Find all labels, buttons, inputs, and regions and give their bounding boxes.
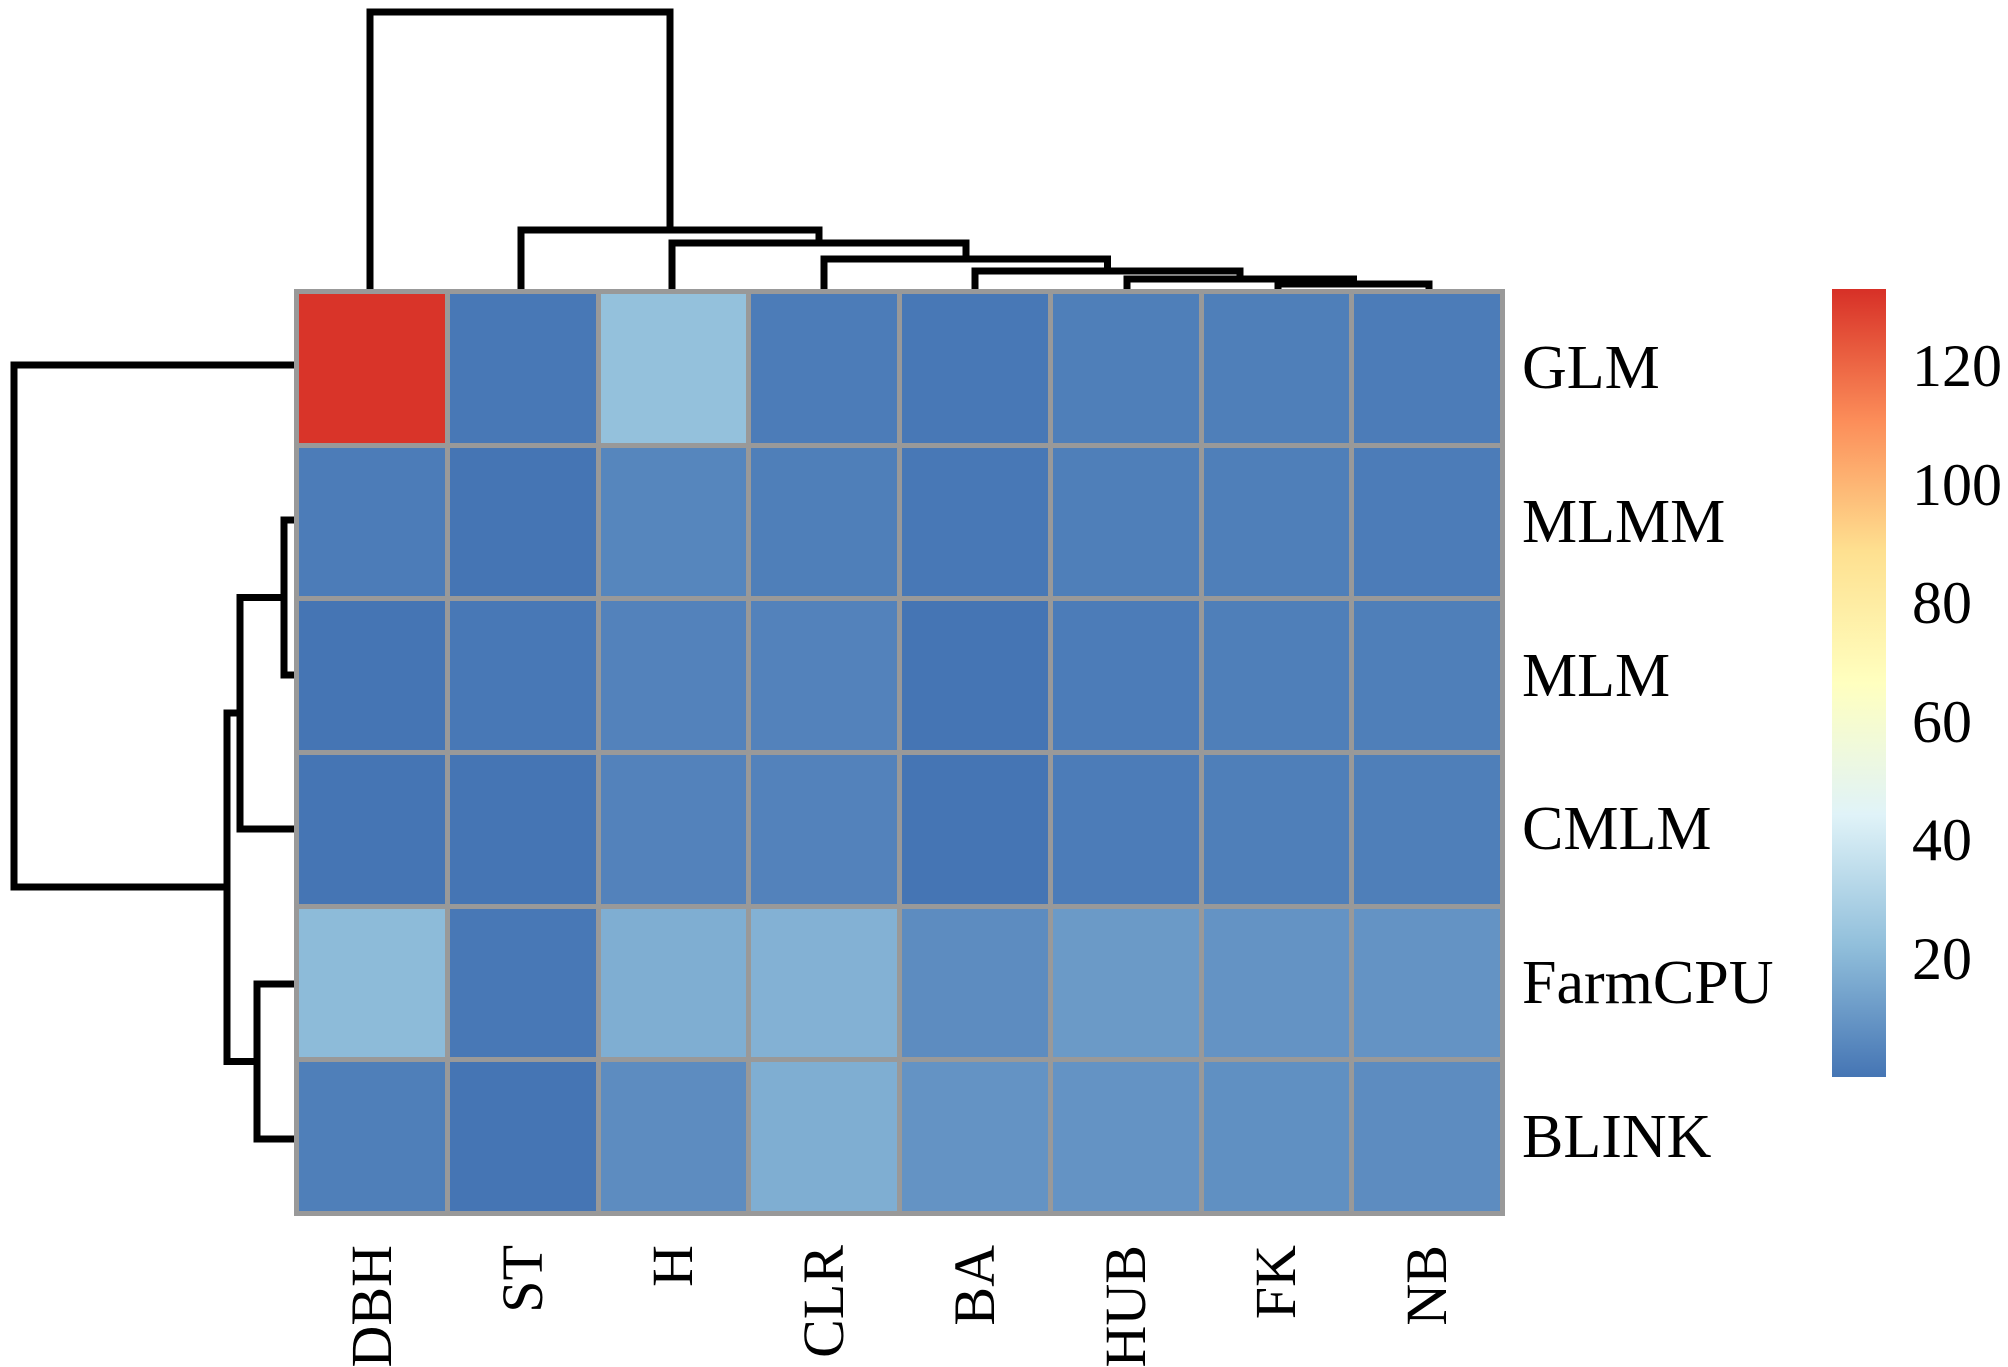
heatmap-cell <box>1354 1062 1500 1211</box>
column-label: NB <box>1394 1245 1460 1326</box>
legend-tick-label: 40 <box>1912 807 1972 873</box>
heatmap-cell <box>1203 1062 1350 1211</box>
legend-tick-label: 120 <box>1912 333 2002 400</box>
heatmap-cell <box>1354 447 1500 597</box>
heatmap-cell <box>751 755 897 904</box>
heatmap-cell <box>1203 601 1350 750</box>
heatmap-cell <box>1354 294 1500 443</box>
heatmap-cell <box>600 294 747 443</box>
heatmap-cell <box>1354 755 1500 904</box>
heatmap-cell <box>1052 601 1199 750</box>
heatmap-cell <box>1354 908 1500 1058</box>
column-label: DBH <box>338 1245 404 1367</box>
heatmap-cell <box>449 1062 596 1211</box>
legend-tick-label: 20 <box>1912 925 1972 992</box>
dendrogram-branch <box>820 255 1111 289</box>
legend-tick-label: 100 <box>1912 451 2002 518</box>
heatmap-cell <box>902 755 1048 904</box>
dendrogram-branch <box>10 361 294 891</box>
dendrogram-branch <box>668 239 970 289</box>
heatmap-cell <box>902 294 1048 443</box>
dendrogram-branch <box>223 709 257 1065</box>
heatmap-cell <box>902 908 1048 1058</box>
heatmap-cell <box>1052 908 1199 1058</box>
column-label: HUB <box>1092 1245 1158 1367</box>
dendrogram-branch <box>971 267 1244 289</box>
column-label: ST <box>489 1245 555 1313</box>
heatmap-cell <box>1203 447 1350 597</box>
heatmap-cell <box>902 447 1048 597</box>
dendrogram-branch <box>253 980 294 1143</box>
heatmap-cell <box>299 755 445 904</box>
heatmap-cell <box>299 601 445 750</box>
heatmap-cell <box>1052 1062 1199 1211</box>
row-label: FarmCPU <box>1522 949 1774 1017</box>
dendrogram-branch <box>280 516 294 679</box>
heatmap-cell <box>600 755 747 904</box>
heatmap-cell <box>1203 294 1350 443</box>
heatmap-cell <box>299 294 445 443</box>
column-label: FK <box>1243 1245 1309 1320</box>
column-dendrogram <box>366 8 1433 289</box>
row-label: MLM <box>1522 641 1671 710</box>
row-dendrogram <box>10 361 294 1143</box>
row-label: BLINK <box>1522 1102 1712 1171</box>
heatmap-cell <box>1354 601 1500 750</box>
dendrogram-branch <box>366 8 674 289</box>
heatmap-cell <box>751 908 897 1058</box>
dendrogram-branch <box>517 226 823 289</box>
heatmap-cell <box>600 601 747 750</box>
heatmap-cell <box>299 908 445 1058</box>
heatmap-cell <box>751 601 897 750</box>
heatmap-cell <box>449 294 596 443</box>
column-label: BA <box>941 1245 1007 1326</box>
heatmap-cell <box>1052 755 1199 904</box>
legend-tick-label: 60 <box>1912 688 1972 755</box>
row-label: CMLM <box>1522 795 1712 864</box>
heatmap-cell <box>1052 294 1199 443</box>
heatmap-cell <box>1052 447 1199 597</box>
legend-tick-label: 80 <box>1912 570 1972 636</box>
dendrogram-branch <box>1123 275 1357 289</box>
heatmap-cell <box>751 447 897 597</box>
row-label: MLMM <box>1522 488 1726 556</box>
heatmap-cell <box>751 294 897 443</box>
heatmap-cell <box>299 447 445 597</box>
heatmap-cell <box>902 601 1048 750</box>
heatmap-cell <box>1203 755 1350 904</box>
heatmap-cell <box>1203 908 1350 1058</box>
heatmap-grid <box>294 289 1505 1216</box>
column-label: H <box>640 1245 706 1287</box>
heatmap-cell <box>449 908 596 1058</box>
heatmap-cell <box>600 1062 747 1211</box>
heatmap-cell <box>902 1062 1048 1211</box>
heatmap-cell <box>449 447 596 597</box>
dendrogram-branch <box>236 594 294 833</box>
heatmap-cell <box>600 447 747 597</box>
heatmap-cell <box>751 1062 897 1211</box>
color-scale-legend-bar <box>1832 289 1886 1077</box>
heatmap-cell <box>449 755 596 904</box>
heatmap-cell <box>600 908 747 1058</box>
heatmap-cell <box>449 601 596 750</box>
column-label: CLR <box>791 1245 857 1358</box>
heatmap-cell <box>299 1062 445 1211</box>
row-label: GLM <box>1522 334 1660 403</box>
